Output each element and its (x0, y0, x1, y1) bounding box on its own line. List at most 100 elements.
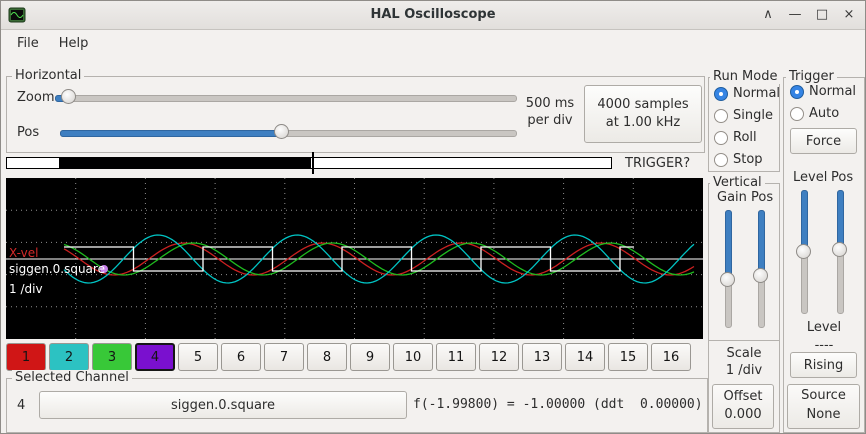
radio-dot-icon (714, 130, 728, 145)
zoom-slider[interactable] (55, 89, 517, 105)
channel-value-readout: f(-1.99800) = -1.00000 (ddt 0.00000) (413, 397, 703, 412)
run-mode-group: Run Mode Normal Single Roll Stop (708, 69, 781, 172)
channel-4-trace (64, 246, 634, 272)
scope-label-1: siggen.0.square (9, 262, 105, 276)
vertical-pos-slider[interactable] (753, 210, 769, 328)
scale-label: Scale (726, 346, 762, 361)
vertical-pos-label: Pos (751, 190, 774, 205)
radio-dot-icon (790, 84, 804, 99)
channel-button-13[interactable]: 13 (522, 343, 562, 371)
scope-label-0: X-vel (9, 246, 38, 260)
channel-button-row: 1 2 3 4 5 6 7 8 9 10 11 12 13 14 15 16 (6, 343, 691, 371)
force-button[interactable]: Force (790, 128, 857, 154)
app-icon (8, 7, 26, 23)
radio-dot-icon (714, 108, 728, 123)
scope-canvas: X-vel siggen.0.square 1 /div (6, 178, 703, 339)
selected-channel-number: 4 (17, 398, 26, 413)
source-button[interactable]: Source None (787, 384, 860, 429)
selected-channel-marker (100, 265, 108, 273)
minimize-button[interactable]: — (788, 7, 802, 22)
trigger-group: Trigger Normal Auto Force Level Pos Leve… (783, 69, 865, 433)
scope-label-2: 1 /div (9, 282, 43, 296)
zoom-slider-handle[interactable] (61, 89, 76, 104)
trigger-position-marker (312, 152, 314, 174)
radio-label: Normal (809, 84, 857, 99)
trigger-level-slider-handle[interactable] (796, 244, 811, 259)
edge-button[interactable]: Rising (790, 352, 857, 378)
radio-label: Auto (809, 106, 840, 121)
level-caption: Level (806, 320, 842, 335)
scale-value: 1 /div (725, 363, 763, 378)
rate-line-1: 500 ms (525, 96, 575, 111)
level-value: ---- (814, 338, 834, 353)
run-mode-title: Run Mode (710, 69, 781, 84)
zoom-label: Zoom (17, 90, 55, 105)
window-controls: ∧ — □ × (760, 1, 857, 29)
channel-button-5[interactable]: 5 (178, 343, 218, 371)
radio-label: Single (733, 108, 773, 123)
trigger-auto-radio[interactable]: Auto (790, 106, 839, 121)
channel-button-2[interactable]: 2 (49, 343, 89, 371)
source-label: Source (801, 388, 846, 403)
radio-label: Roll (733, 130, 757, 145)
horizontal-title: Horizontal (12, 68, 85, 83)
gain-slider-handle[interactable] (720, 272, 735, 287)
scope-display: X-vel siggen.0.square 1 /div (6, 178, 703, 339)
channel-button-14[interactable]: 14 (565, 343, 605, 371)
channel-3-trace (63, 242, 695, 276)
channel-button-8[interactable]: 8 (307, 343, 347, 371)
rate-line-2: per div (527, 113, 573, 128)
channel-button-9[interactable]: 9 (350, 343, 390, 371)
samples-line-1: 4000 samples (597, 97, 689, 112)
channel-button-12[interactable]: 12 (479, 343, 519, 371)
radio-label: Normal (733, 86, 781, 101)
trigger-pos-slider[interactable] (832, 190, 848, 314)
horizontal-group: Horizontal Zoom 500 ms per div 4000 samp… (6, 68, 705, 153)
pos-slider-handle[interactable] (274, 124, 289, 139)
record-filled-region (59, 158, 311, 168)
vertical-group: Vertical Gain Pos Scale 1 /div Offset 0.… (708, 175, 780, 433)
close-button[interactable]: × (843, 7, 855, 22)
run-mode-roll-radio[interactable]: Roll (714, 130, 757, 145)
offset-value: 0.000 (724, 407, 762, 422)
maximize-button[interactable]: □ (815, 7, 829, 22)
trigger-pos-slider-handle[interactable] (832, 242, 847, 257)
channel-1-trace (63, 242, 695, 276)
gain-slider[interactable] (720, 210, 736, 328)
shade-button[interactable]: ∧ (763, 7, 773, 22)
window-title: HAL Oscilloscope (370, 7, 496, 22)
channel-button-4[interactable]: 4 (135, 343, 175, 371)
vertical-title: Vertical (710, 175, 765, 190)
run-mode-stop-radio[interactable]: Stop (714, 152, 763, 167)
channel-button-11[interactable]: 11 (436, 343, 476, 371)
channel-name-button[interactable]: siggen.0.square (39, 391, 407, 419)
pos-slider[interactable] (60, 124, 517, 140)
vertical-pos-slider-handle[interactable] (753, 268, 768, 283)
radio-dot-icon (790, 106, 804, 121)
menu-file[interactable]: File (17, 35, 39, 51)
channel-button-1[interactable]: 1 (6, 343, 46, 371)
channel-button-6[interactable]: 6 (221, 343, 261, 371)
samples-button[interactable]: 4000 samples at 1.00 kHz (584, 85, 702, 143)
selected-channel-group: Selected Channel 4 siggen.0.square f(-1.… (6, 370, 708, 433)
channel-button-10[interactable]: 10 (393, 343, 433, 371)
menu-bar: File Help (1, 29, 865, 57)
pos-slider-fill (60, 130, 284, 137)
trigger-level-slider[interactable] (796, 190, 812, 314)
channel-button-16[interactable]: 16 (651, 343, 691, 371)
channel-button-15[interactable]: 15 (608, 343, 648, 371)
record-position-bar (6, 157, 612, 169)
run-mode-normal-radio[interactable]: Normal (714, 86, 780, 101)
channel-button-3[interactable]: 3 (92, 343, 132, 371)
source-value: None (806, 407, 841, 422)
channel-button-7[interactable]: 7 (264, 343, 304, 371)
zoom-slider-track[interactable] (55, 95, 517, 102)
samples-line-2: at 1.00 kHz (605, 115, 681, 130)
offset-label: Offset (723, 389, 763, 404)
trigger-normal-radio[interactable]: Normal (790, 84, 856, 99)
offset-button[interactable]: Offset 0.000 (712, 384, 774, 429)
run-mode-single-radio[interactable]: Single (714, 108, 773, 123)
radio-dot-icon (714, 86, 728, 101)
menu-help[interactable]: Help (58, 35, 89, 51)
